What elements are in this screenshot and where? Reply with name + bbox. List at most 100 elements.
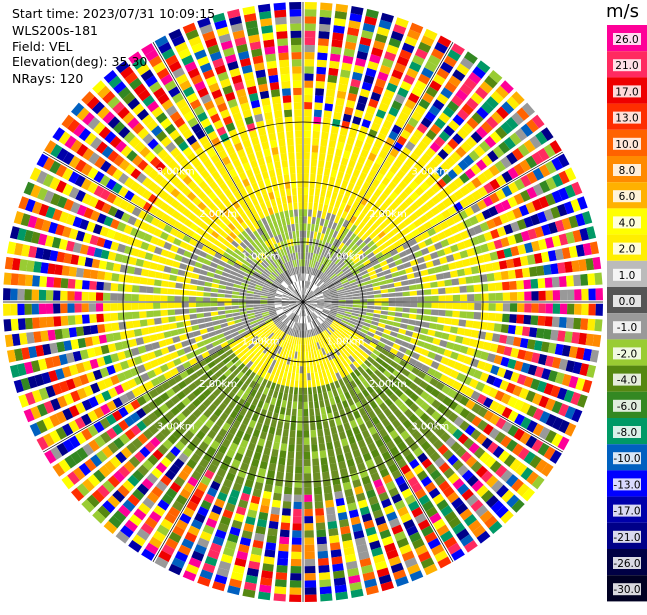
- gate-cell: [82, 292, 89, 301]
- gate-cell: [60, 291, 67, 301]
- gate-cell: [226, 317, 234, 322]
- gate-cell: [318, 203, 323, 211]
- gate-cell: [300, 330, 302, 337]
- gate-cell: [293, 238, 296, 245]
- colorbar-tick-label: 4.0: [619, 217, 636, 229]
- gate-cell: [264, 549, 275, 557]
- gate-cell: [327, 514, 337, 522]
- gate-cell: [319, 17, 331, 25]
- gate-cell: [276, 399, 282, 407]
- gate-cell: [319, 24, 331, 32]
- gate-cell: [308, 209, 312, 216]
- gate-cell: [294, 495, 302, 502]
- gate-cell: [517, 292, 524, 301]
- gate-cell: [265, 200, 271, 208]
- gate-cell: [271, 507, 280, 515]
- gate-cell: [297, 245, 300, 252]
- gate-cell: [503, 292, 510, 300]
- gate-cell: [271, 420, 278, 428]
- gate-cell: [316, 515, 325, 523]
- colorbar-tick-label: -4.0: [617, 375, 638, 387]
- gate-cell: [167, 303, 174, 309]
- gate-cell: [53, 277, 61, 287]
- gate-cell: [304, 166, 310, 173]
- gate-cell: [328, 206, 334, 214]
- gate-cell: [309, 351, 312, 358]
- gate-cell: [232, 302, 239, 305]
- gate-cell: [267, 470, 275, 478]
- gate-cell: [545, 316, 553, 326]
- gate-cell: [395, 292, 402, 296]
- gate-cell: [538, 316, 546, 326]
- gate-cell: [314, 401, 319, 409]
- gate-cell: [372, 317, 380, 322]
- gate-cell: [304, 509, 313, 516]
- gate-cell: [273, 154, 280, 162]
- gate-cell: [276, 24, 288, 32]
- gate-cell: [397, 264, 405, 270]
- gate-cell: [280, 443, 287, 451]
- gate-cell: [154, 279, 162, 286]
- gate-cell: [296, 366, 299, 373]
- gate-cell: [474, 303, 481, 310]
- gate-cell: [140, 277, 148, 284]
- gate-cell: [69, 327, 77, 337]
- gate-cell: [566, 275, 574, 286]
- gate-cell: [332, 300, 339, 302]
- gate-cell: [321, 211, 326, 219]
- gate-cell: [189, 291, 197, 296]
- gate-cell: [293, 202, 297, 209]
- gate-cell: [270, 140, 278, 148]
- gate-cell: [281, 378, 286, 386]
- gate-cell: [402, 313, 410, 318]
- gate-cell: [400, 275, 408, 281]
- gate-cell: [318, 45, 329, 53]
- gate-cell: [277, 175, 283, 183]
- gate-cell: [296, 452, 302, 459]
- gate-cell: [297, 166, 303, 173]
- gate-cell: [82, 303, 89, 312]
- gate-cell: [335, 178, 342, 186]
- gate-cell: [298, 252, 300, 259]
- gate-cell: [318, 436, 325, 444]
- gate-cell: [60, 303, 67, 313]
- gate-cell: [453, 303, 460, 309]
- gate-cell: [543, 329, 551, 340]
- gate-cell: [89, 303, 96, 312]
- gate-cell: [560, 304, 567, 315]
- gate-cell: [434, 331, 442, 338]
- gate-cell: [516, 280, 524, 289]
- gate-cell: [46, 304, 53, 314]
- gate-cell: [297, 352, 300, 359]
- gate-cell: [278, 544, 288, 552]
- gate-cell: [304, 502, 312, 509]
- gate-cell: [396, 303, 403, 307]
- gate-cell: [531, 291, 538, 301]
- gate-cell: [239, 299, 246, 302]
- gate-cell: [273, 391, 279, 399]
- gate-cell: [301, 331, 303, 338]
- gate-cell: [168, 289, 176, 295]
- gate-cell: [315, 501, 324, 509]
- gate-cell: [543, 264, 551, 275]
- gate-cell: [325, 96, 334, 104]
- gate-cell: [320, 593, 332, 601]
- gate-cell: [32, 317, 40, 328]
- ring-label: 2.00km: [199, 379, 237, 390]
- gate-cell: [263, 39, 274, 48]
- gate-cell: [281, 81, 290, 89]
- gate-cell: [177, 328, 185, 335]
- gate-cell: [573, 318, 581, 330]
- gate-cell: [298, 195, 302, 202]
- gate-cell: [452, 311, 460, 318]
- gate-cell: [62, 328, 70, 338]
- gate-cell: [329, 535, 339, 543]
- gate-cell: [346, 300, 353, 302]
- gate-cell: [278, 139, 285, 147]
- gate-cell: [162, 273, 170, 280]
- gate-cell: [204, 282, 212, 287]
- gate-cell: [330, 463, 338, 471]
- gate-cell: [265, 440, 272, 448]
- gate-cell: [92, 259, 101, 269]
- gate-cell: [294, 109, 302, 116]
